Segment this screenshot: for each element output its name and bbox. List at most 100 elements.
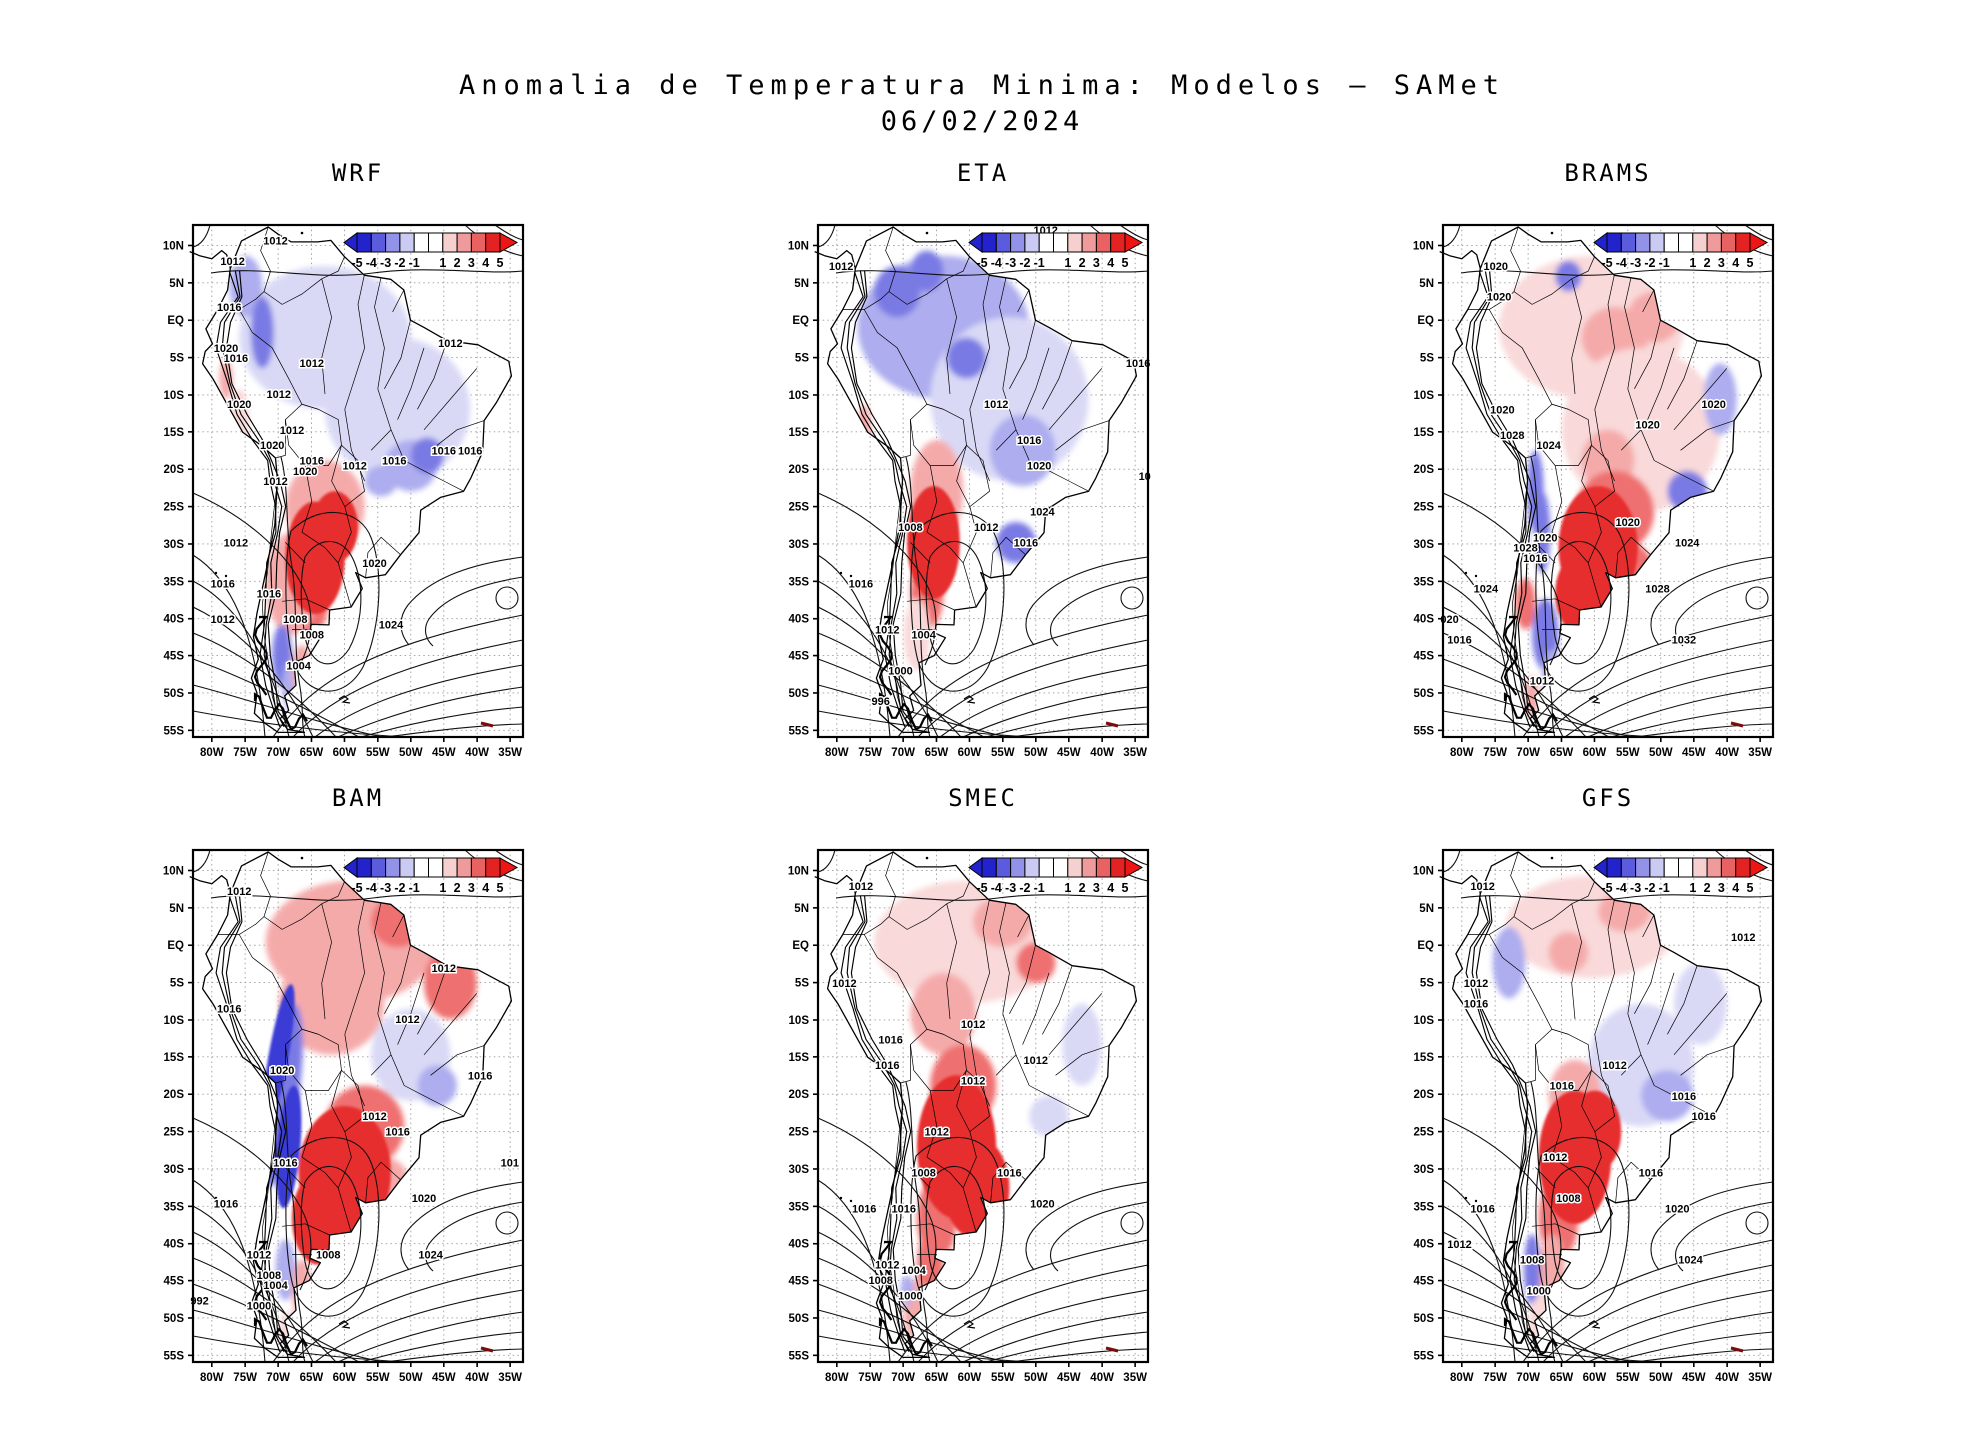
lat-label: 30S [164, 1164, 185, 1176]
falkland-islands [338, 1320, 351, 1329]
colorbar-label: 1 [1064, 256, 1071, 270]
colorbar-label: -3 [380, 256, 391, 270]
isobar-label: 996 [872, 696, 890, 708]
panel-brams: BRAMS 1020 1020 1020 1028 1024 1020 1020 1020 102… [1401, 159, 1797, 765]
panel-gfs: GFS 1012 1012 1012 1016 1012 1016 1016 1016 1012 1… [1401, 784, 1797, 1390]
map-smec: 1012 1012 1012 1016 1016 1012 1012 1012 1008 1016… [788, 848, 1150, 1384]
country-borders [842, 851, 1110, 1342]
colorbar-label: 3 [1093, 881, 1100, 895]
central-america-coastline [189, 874, 231, 894]
lat-label: 5S [170, 353, 184, 365]
isobar-label: 1012 [224, 537, 248, 549]
colorbar-arrow-right [1124, 232, 1144, 253]
colorbar-label: -1 [1659, 256, 1670, 270]
isobar-label: 1016 [1523, 553, 1547, 565]
isobar-label: 1008 [1556, 1193, 1580, 1205]
isobar-label: 1000 [247, 1301, 271, 1313]
lat-label: EQ [167, 940, 184, 952]
lon-label: 40W [1090, 1372, 1114, 1384]
island-dot [300, 856, 304, 860]
lat-label: 25S [789, 502, 810, 514]
page-subtitle: 06/02/2024 [880, 106, 1084, 137]
andes-terrain [1465, 270, 1558, 731]
isobar-label: 1012 [432, 963, 456, 975]
country-borders [217, 226, 485, 717]
lat-label: 10N [788, 240, 809, 252]
lon-label: 55W [991, 747, 1015, 759]
lon-label: 80W [1450, 1372, 1474, 1384]
lat-label: 10S [1414, 390, 1435, 402]
lat-label: 35S [1414, 576, 1435, 588]
anomaly-field-core [1555, 486, 1638, 635]
lat-label: 5N [1419, 278, 1434, 290]
lat-label: 10S [789, 1015, 810, 1027]
lon-label: 60W [1583, 747, 1607, 759]
lat-label: 5S [170, 978, 184, 990]
lon-label: 45W [432, 747, 456, 759]
isobar-label: 101 [501, 1157, 519, 1169]
lat-label: 40S [1414, 1239, 1435, 1251]
colorbar-label: 1 [1064, 881, 1071, 895]
isobar-label: 1016 [892, 1203, 916, 1215]
isobar-label: 1020 [1533, 532, 1557, 544]
south-georgia-island [1730, 721, 1744, 728]
isobar-label: 1008 [868, 1275, 892, 1287]
isobar-label: 1016 [1691, 1111, 1715, 1123]
lat-label: 35S [789, 1201, 810, 1213]
lat-label: 50S [164, 688, 185, 700]
colorbar-arrow-left [968, 232, 983, 253]
isobar-label: 1016 [875, 1060, 899, 1072]
lon-label: 40W [465, 1372, 489, 1384]
lon-label: 35W [498, 1372, 522, 1384]
isobar-label: 1024 [1536, 440, 1561, 452]
isobar-label: 1016 [1014, 537, 1038, 549]
lon-label: 40W [1090, 747, 1114, 759]
falkland-islands [338, 695, 351, 704]
isobar-labels: 1012 1012 1012 1016 1016 1012 1012 1012 1008 1016… [831, 879, 1056, 1304]
isobar-label: 1020 [1616, 517, 1640, 529]
isobar-label: 1012 [263, 235, 287, 247]
central-america-coastline [1439, 874, 1481, 894]
anomaly-field-soft [1499, 255, 1737, 717]
isobar-label: 1016 [382, 456, 406, 468]
colorbar-label: -2 [1019, 881, 1030, 895]
colorbar-label: 5 [497, 881, 504, 895]
south-georgia-island [480, 1346, 494, 1353]
lat-label: 50S [164, 1313, 185, 1325]
isobar-label: 1016 [217, 1004, 241, 1016]
map-frame [816, 223, 1150, 739]
isobar-label: 1016 [217, 302, 241, 314]
isobar-label: 1020 [1665, 1203, 1689, 1215]
lat-label: 25S [789, 1127, 810, 1139]
panel-smec: SMEC 1012 1012 1012 1016 1016 1012 1012 1012 1008… [776, 784, 1172, 1390]
island-dot [839, 1196, 843, 1200]
panel-title-wrf: WRF [331, 159, 385, 187]
lat-label: EQ [792, 315, 809, 327]
country-borders [842, 226, 1110, 717]
island-dot [1550, 856, 1554, 860]
lon-label: 60W [958, 1372, 982, 1384]
lon-label: 50W [1024, 747, 1048, 759]
isobar-label: 1012 [395, 1014, 419, 1026]
lon-label: 40W [1715, 747, 1739, 759]
lon-label: 80W [825, 747, 849, 759]
colorbar-label: 5 [1122, 881, 1129, 895]
lat-label: 15S [164, 1052, 185, 1064]
lat-label: 40S [1414, 614, 1435, 626]
lon-label: 45W [432, 1372, 456, 1384]
colorbar-label: 3 [1718, 256, 1725, 270]
isobar-label: 1016 [878, 1034, 902, 1046]
map-frame [1441, 848, 1775, 1364]
lat-label: 35S [164, 576, 185, 588]
isobar-label: 1012 [984, 399, 1008, 411]
lat-label: 45S [164, 651, 185, 663]
colorbar-label: 2 [1704, 881, 1711, 895]
anomaly-field-core [285, 491, 358, 615]
country-borders [217, 851, 485, 1342]
isobar-label: 1020 [1484, 261, 1508, 273]
colorbar-label: -5 [351, 256, 362, 270]
central-america-coastline [1439, 249, 1481, 269]
map-area-gfs: 1012 1012 1012 1016 1012 1016 1016 1016 1012 1016… [1413, 848, 1775, 1384]
isobar-label: 1016 [1447, 635, 1471, 647]
colorbar-label: -1 [1034, 256, 1045, 270]
